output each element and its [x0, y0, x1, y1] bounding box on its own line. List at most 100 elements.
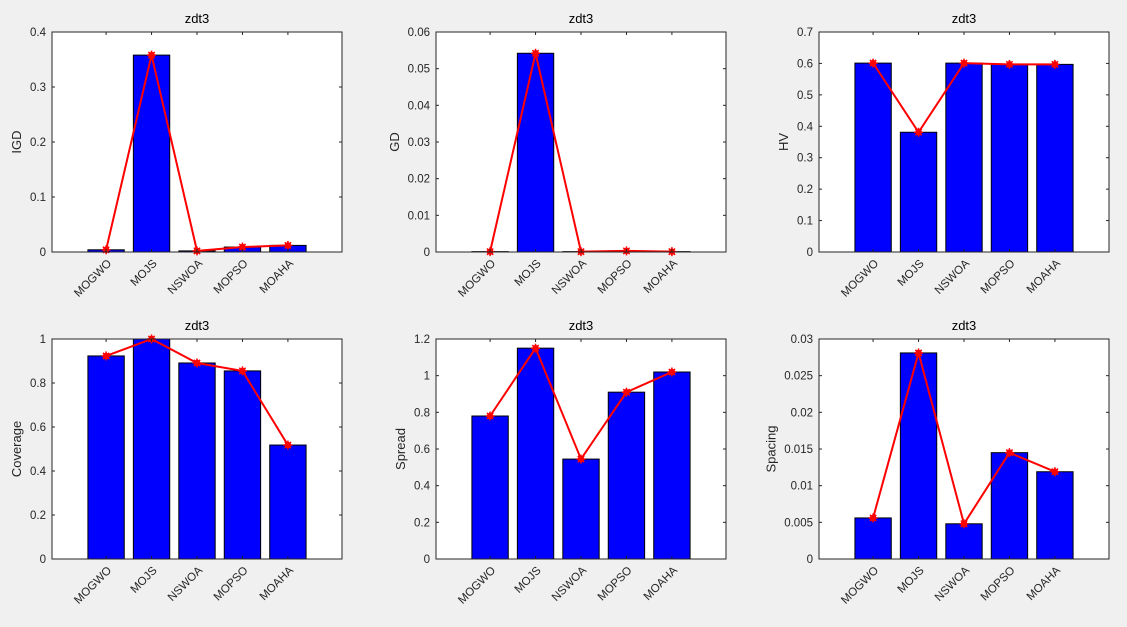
y-axis-label: Spread: [393, 428, 408, 470]
marker-moaha: [667, 367, 677, 377]
marker-mopso: [621, 387, 631, 397]
marker-mogwo: [868, 513, 878, 523]
marker-mopso: [1004, 59, 1014, 69]
bar-moaha: [1036, 63, 1074, 253]
bar-mopso: [223, 370, 262, 560]
y-tick-label: 0.6: [30, 422, 46, 434]
y-tick-label: 0.2: [30, 137, 46, 149]
y-tick-label: 0: [807, 247, 813, 259]
marker-mogwo: [101, 351, 111, 361]
bar-mopso: [607, 391, 646, 560]
marker-mojs: [914, 127, 924, 137]
y-tick-label: 0.005: [784, 517, 813, 529]
y-tick-label: 0.6: [414, 444, 430, 456]
bar-mojs: [899, 131, 938, 253]
y-tick-label: 0.8: [30, 378, 46, 390]
y-tick-label: 1.2: [414, 334, 430, 346]
y-tick-label: 0.5: [797, 90, 813, 102]
bar-moaha: [1036, 471, 1074, 560]
y-axis-label: Spacing: [764, 426, 779, 473]
bar-mojs: [899, 352, 938, 560]
y-tick-label: 0.03: [408, 137, 430, 149]
y-tick-label: 0.03: [791, 334, 813, 346]
y-tick-label: 0.4: [30, 27, 47, 39]
y-tick-label: 0.06: [408, 27, 430, 39]
bar-mogwo: [87, 355, 125, 560]
y-tick-label: 0.2: [797, 184, 813, 196]
bar-mojs: [516, 52, 555, 253]
y-axis-label: IGD: [9, 130, 24, 153]
marker-mojs: [914, 348, 924, 358]
y-tick-label: 0.3: [30, 82, 46, 94]
axes-background: [436, 32, 726, 252]
y-tick-label: 0.01: [408, 210, 430, 222]
bar-moaha: [653, 371, 691, 560]
y-tick-label: 0.4: [414, 481, 431, 493]
bar-mogwo: [471, 415, 509, 560]
bar-mopso: [990, 63, 1029, 253]
marker-nswoa: [576, 454, 586, 464]
y-tick-label: 0.05: [408, 64, 430, 76]
subplot-title: zdt3: [185, 318, 210, 333]
marker-moaha: [283, 440, 293, 450]
marker-mogwo: [868, 58, 878, 68]
y-tick-label: 0.3: [797, 153, 813, 165]
marker-moaha: [283, 240, 293, 250]
y-tick-label: 0.4: [30, 466, 47, 478]
y-tick-label: 0.02: [408, 174, 430, 186]
y-tick-label: 0.6: [797, 58, 813, 70]
bar-mogwo: [854, 517, 892, 560]
y-tick-label: 0.04: [408, 100, 431, 112]
marker-mojs: [531, 343, 541, 353]
y-tick-label: 0.2: [30, 510, 46, 522]
marker-mopso: [237, 366, 247, 376]
y-tick-label: 0: [40, 554, 46, 566]
marker-nswoa: [959, 519, 969, 529]
axes-background: [52, 32, 342, 252]
y-tick-label: 0.7: [797, 27, 813, 39]
marker-moaha: [1050, 59, 1060, 69]
y-tick-label: 0.015: [784, 444, 813, 456]
subplot-title: zdt3: [185, 11, 210, 26]
y-tick-label: 0.01: [791, 481, 813, 493]
marker-moaha: [1050, 467, 1060, 477]
y-tick-label: 0.1: [797, 216, 813, 228]
bar-moaha: [269, 444, 307, 560]
y-tick-label: 0.2: [414, 517, 430, 529]
y-axis-label: HV: [776, 133, 791, 151]
bar-mojs: [132, 54, 171, 253]
subplot-title: zdt3: [569, 11, 594, 26]
y-axis-label: Coverage: [9, 421, 24, 477]
bar-mopso: [990, 452, 1029, 560]
y-tick-label: 0: [424, 247, 430, 259]
y-tick-label: 1: [40, 334, 46, 346]
y-axis-label: GD: [387, 132, 402, 152]
y-tick-label: 0.4: [797, 121, 814, 133]
bar-nswoa: [178, 362, 216, 560]
bar-nswoa: [562, 458, 600, 560]
marker-nswoa: [959, 58, 969, 68]
bar-mojs: [516, 347, 555, 560]
marker-mopso: [1004, 448, 1014, 458]
subplot-title: zdt3: [952, 11, 977, 26]
marker-mogwo: [485, 411, 495, 421]
y-tick-label: 0.02: [791, 407, 813, 419]
bar-mojs: [132, 338, 171, 560]
subplot-title: zdt3: [952, 318, 977, 333]
y-tick-label: 0: [807, 554, 813, 566]
y-tick-label: 1: [424, 371, 430, 383]
marker-nswoa: [192, 358, 202, 368]
y-tick-label: 0: [424, 554, 430, 566]
bar-nswoa: [945, 62, 983, 253]
y-tick-label: 0.8: [414, 407, 430, 419]
y-tick-label: 0.025: [784, 371, 813, 383]
bar-mogwo: [854, 62, 892, 253]
marker-mojs: [147, 50, 157, 60]
subplot-title: zdt3: [569, 318, 594, 333]
marker-mopso: [237, 242, 247, 252]
y-tick-label: 0.1: [30, 192, 46, 204]
y-tick-label: 0: [40, 247, 46, 259]
